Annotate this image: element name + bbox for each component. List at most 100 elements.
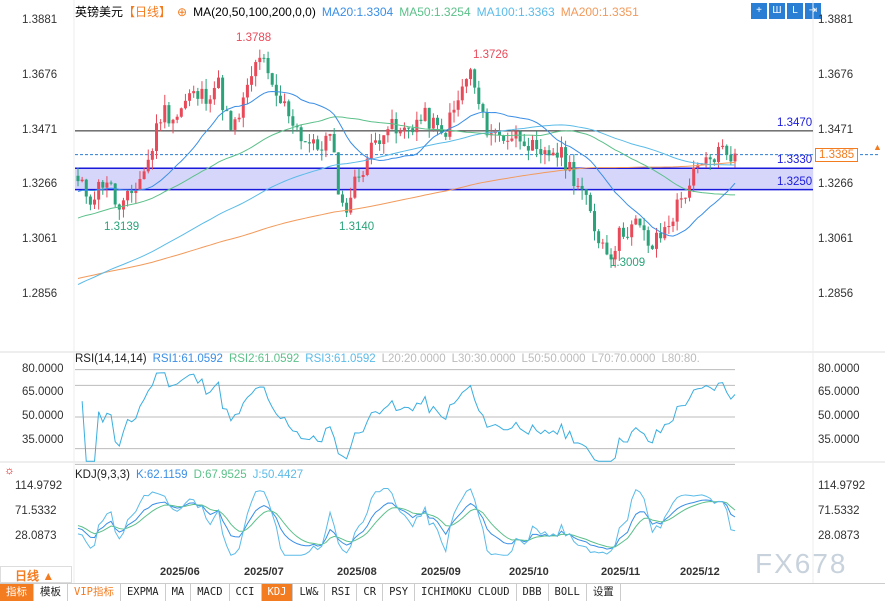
zoom-icon[interactable]: Ш (769, 3, 785, 19)
candle (283, 101, 287, 104)
toolbar-button-5[interactable]: MACD (191, 584, 230, 601)
candle (716, 146, 720, 163)
candle (613, 250, 617, 260)
candle (638, 218, 642, 226)
toolbar-button-8[interactable]: LW& (293, 584, 326, 601)
candle (204, 88, 208, 104)
candle (291, 116, 295, 126)
toolbar-button-11[interactable]: PSY (383, 584, 416, 601)
toolbar-button-3[interactable]: EXPMA (121, 584, 166, 601)
candle (146, 159, 150, 172)
low-annotation-2: 1.3140 (339, 221, 375, 233)
kdj-tick-right: 28.0873 (818, 529, 860, 542)
candle (316, 139, 320, 150)
toolbar-button-2[interactable]: VIP指标 (68, 584, 121, 601)
candle (642, 225, 646, 231)
candle (650, 245, 654, 249)
rsi-tick-right: 65.0000 (818, 386, 860, 399)
toolbar-button-0[interactable]: 指标 (0, 584, 34, 601)
period-button[interactable]: 日线 ▲ (0, 566, 72, 583)
candle (192, 91, 196, 94)
candle (221, 77, 225, 111)
rsi-header: RSI(14,14,14) RSI1:61.0592 RSI2:61.0592 RSI… (75, 353, 706, 365)
candle (626, 236, 630, 238)
candle (510, 138, 514, 141)
price-tick-right: 1.2856 (818, 287, 854, 300)
support-zone (75, 168, 813, 190)
candle (336, 152, 340, 195)
rsi-tick-right: 80.0000 (818, 362, 860, 375)
candle (109, 182, 113, 184)
candle (431, 117, 435, 129)
candle (485, 111, 489, 136)
chart-canvas[interactable] (0, 0, 885, 583)
candle (712, 159, 716, 163)
candle (704, 157, 708, 164)
candle (675, 199, 679, 222)
candle (692, 167, 696, 186)
low-annotation-1: 1.3139 (104, 221, 140, 233)
candle (76, 175, 80, 182)
candle (357, 176, 361, 178)
candle (572, 162, 576, 186)
candle (721, 145, 725, 147)
candle (502, 135, 506, 141)
toolbar-button-1[interactable]: 模板 (34, 584, 68, 601)
kdj-tick-left: 71.5332 (15, 505, 57, 517)
candle (93, 199, 97, 205)
candle (535, 139, 539, 150)
toolbar-button-7[interactable]: KDJ (261, 584, 294, 601)
toolbar-button-13[interactable]: DBB (517, 584, 549, 601)
candle (576, 185, 580, 187)
candle (452, 109, 456, 113)
ma-indicator-label[interactable]: MA(20,50,100,200,0,0) (193, 5, 316, 19)
candle (518, 131, 522, 142)
toolbar-button-6[interactable]: CCI (230, 584, 262, 601)
rsi-tick-right: 35.0000 (818, 433, 860, 446)
date-label: 2025/06 (160, 566, 200, 578)
kdj-tick-right: 114.9792 (818, 480, 866, 493)
toolbar-button-9[interactable]: RSI (325, 584, 358, 601)
candle (584, 189, 588, 195)
date-label: 2025/11 (601, 566, 641, 578)
toolbar-button-12[interactable]: ICHIMOKU CLOUD (415, 584, 517, 601)
candle (171, 119, 175, 124)
candle (328, 133, 332, 136)
candle (105, 182, 109, 188)
candle (481, 104, 485, 112)
rsi-rsi2: RSI2:61.0592 (228, 353, 300, 365)
price-tick-left: 1.3676 (22, 68, 58, 81)
toolbar-button-15[interactable]: 设置 (587, 584, 621, 601)
candle (365, 158, 369, 175)
kdj-tick-left: 114.9792 (15, 480, 63, 493)
candle (208, 99, 212, 104)
date-label: 2025/10 (509, 566, 549, 578)
candle (138, 179, 142, 191)
candle (605, 242, 609, 255)
candle (353, 176, 357, 198)
toolbar-button-10[interactable]: CR (357, 584, 384, 601)
candle (543, 150, 547, 155)
candle (654, 232, 658, 249)
candle (179, 108, 183, 117)
period-label[interactable]: 【日线】 (123, 5, 172, 19)
candle (163, 105, 167, 123)
ma100-line (77, 124, 736, 286)
draw-icon[interactable]: L (787, 3, 803, 19)
candle (340, 194, 344, 203)
toolbar-button-4[interactable]: MA (166, 584, 192, 601)
zone-top-label: 1.3330 (777, 154, 813, 167)
candle (427, 107, 431, 129)
candle (225, 110, 229, 112)
candle (402, 127, 406, 132)
settings-circle-icon[interactable]: ⊕ (177, 5, 188, 19)
candle (266, 57, 270, 74)
toolbar-button-14[interactable]: BOLL (549, 584, 587, 601)
kdj-j: J:50.4427 (252, 469, 304, 481)
candle (725, 145, 729, 155)
candle (159, 122, 163, 124)
candle (196, 91, 200, 99)
candle (683, 197, 687, 199)
zone-bottom-label: 1.3250 (777, 175, 813, 188)
crosshair-icon[interactable]: + (751, 3, 767, 19)
